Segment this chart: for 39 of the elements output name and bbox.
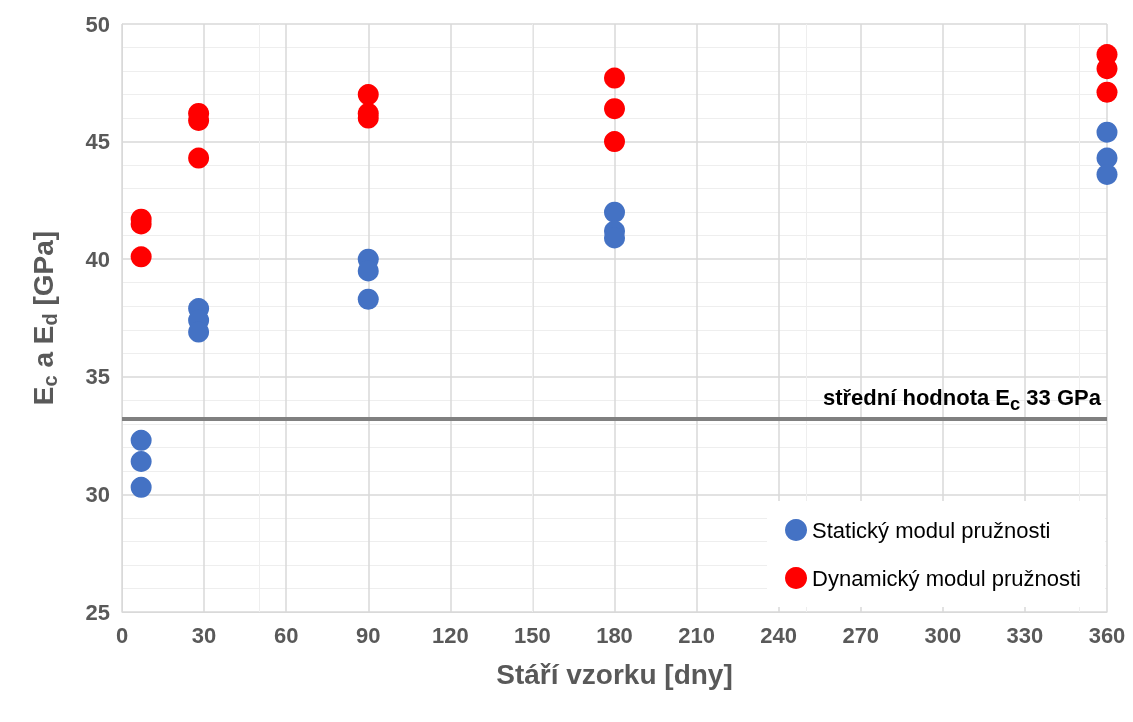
x-tick-label: 270 [842,622,880,648]
point [1096,81,1118,103]
point [130,450,152,472]
y-tick-label: 45 [85,129,110,155]
x-tick-label: 150 [514,622,551,648]
point [1096,164,1118,186]
point [357,84,379,106]
legend-label: Statický modul pružnosti [812,517,1051,543]
x-tick-label: 30 [191,622,217,648]
x-tick-label: 240 [760,622,798,648]
point [1096,58,1118,80]
point [1096,121,1118,143]
point [604,131,625,153]
x-tick-label: 120 [431,622,469,648]
x-tick-label: 90 [356,622,381,648]
y-tick-label: 50 [85,11,110,37]
x-tick-label: 360 [1088,622,1126,648]
x-tick-label: 330 [1006,622,1044,648]
point [604,201,625,223]
x-axis-title: Stáří vzorku [dny] [496,658,733,690]
point [130,429,152,451]
point [130,476,152,498]
y-tick-label: 40 [85,246,110,272]
point [604,98,625,120]
point [604,67,625,89]
x-tick-label: 180 [596,622,633,648]
point [188,147,210,169]
x-tick-label: 0 [115,622,129,648]
point [357,288,379,310]
y-tick-label: 30 [85,481,110,507]
y-tick-label: 35 [85,364,110,390]
point [130,246,152,268]
legend-label: Dynamický modul pružnosti [812,565,1081,591]
y-tick-label: 25 [85,599,110,625]
ref-line-label: střední hodnota E$_{c}$ 33 GPa [823,385,1101,416]
x-tick-label: 60 [273,622,299,648]
y-axis-title: Ec a Ed [GPa] [27,230,61,406]
x-tick-label: 210 [678,622,715,648]
x-tick-label: 300 [924,622,962,648]
